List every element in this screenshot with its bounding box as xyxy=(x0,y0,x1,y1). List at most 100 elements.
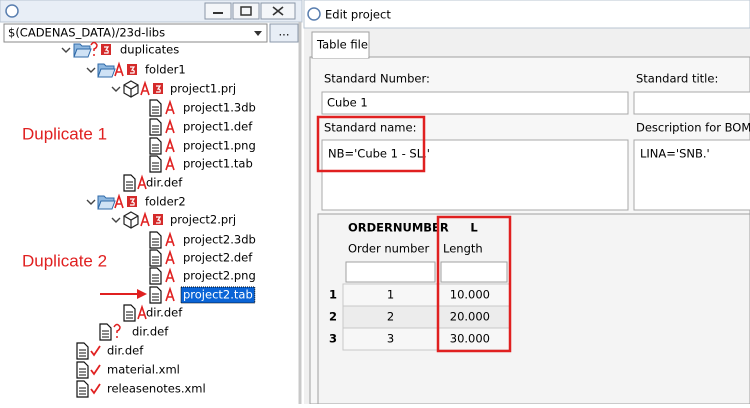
tree-item-label[interactable]: duplicates xyxy=(120,43,179,57)
highlight-box xyxy=(316,115,426,173)
file-lines xyxy=(79,368,86,376)
annotation: Duplicate 2 xyxy=(22,251,107,270)
folder-icon-front xyxy=(97,200,116,210)
tree-item-label[interactable]: project1.png xyxy=(183,139,256,153)
field-label: Standard title: xyxy=(636,72,718,86)
window-buttons xyxy=(204,2,296,20)
path-text: $(CADENAS_DATA)/23d-libs xyxy=(8,26,165,40)
file-lines xyxy=(152,125,159,133)
text-area[interactable] xyxy=(321,139,629,211)
column-header: L xyxy=(470,221,478,235)
status-a-icon xyxy=(165,231,175,247)
file-icon xyxy=(123,174,136,192)
row-number: 3 xyxy=(329,332,337,346)
status-a-icon xyxy=(165,286,175,302)
file-icon xyxy=(76,361,89,379)
cell-value: 10.000 xyxy=(450,288,490,302)
tree-item-label[interactable]: material.xml xyxy=(107,363,180,377)
file-icon xyxy=(149,286,162,304)
tree-item-label[interactable]: project2.def xyxy=(183,251,253,265)
folder-icon-front xyxy=(73,48,92,58)
selection-highlight xyxy=(180,286,256,304)
tree-item-label[interactable]: project2.png xyxy=(183,269,256,283)
app-icon xyxy=(5,4,19,18)
expander xyxy=(86,67,96,73)
badge-glyph xyxy=(104,46,110,54)
tree-item-label[interactable]: folder1 xyxy=(145,63,186,77)
file-icon xyxy=(149,137,162,155)
right-title-bar xyxy=(303,0,750,29)
minimize-button[interactable] xyxy=(204,2,232,20)
filter-input[interactable] xyxy=(440,261,508,283)
tab[interactable] xyxy=(311,31,370,59)
status-a-icon xyxy=(165,155,175,171)
file-icon xyxy=(149,249,162,267)
tree-item-label[interactable]: project2.3db xyxy=(183,233,256,247)
right-title: Edit project xyxy=(325,8,391,22)
table: ORDERNUMBER Order number L Length 1 1 10.000 2 2… xyxy=(319,215,511,351)
tree-item-label[interactable]: project2.tab xyxy=(183,288,253,302)
column-description: Length xyxy=(443,242,483,256)
field-value: NB='Cube 1 - SL.' xyxy=(328,147,430,161)
tree: duplicates folder1 project1.prj project1.3d… xyxy=(61,41,256,398)
expander xyxy=(86,199,96,205)
cell-value: 1 xyxy=(387,288,394,302)
tree-item-label[interactable]: dir.def xyxy=(107,344,144,358)
cube-icon xyxy=(123,80,139,98)
tree-item-label[interactable]: dir.def xyxy=(132,325,169,339)
cell-value: 2 xyxy=(387,310,394,324)
status-unknown-icon xyxy=(113,323,121,338)
tree-item-label[interactable]: folder2 xyxy=(145,195,186,209)
file-lines xyxy=(79,387,86,395)
tree-item-label[interactable]: releasenotes.xml xyxy=(107,382,206,396)
header-bg xyxy=(319,215,510,260)
file-icon xyxy=(123,304,136,322)
maximize-glyph xyxy=(240,6,252,16)
file-icon xyxy=(149,231,162,249)
path-combo[interactable] xyxy=(3,23,268,43)
filter-input[interactable] xyxy=(345,261,436,283)
file-lines xyxy=(126,181,133,189)
file-lines xyxy=(152,256,159,264)
cell-value: 30.000 xyxy=(450,332,490,346)
tree-item-label[interactable]: project1.prj xyxy=(170,82,236,96)
browse-button[interactable] xyxy=(269,23,299,43)
badge-glyph xyxy=(156,85,162,93)
browse-text: ... xyxy=(279,25,290,39)
file-lines xyxy=(152,106,159,114)
field-label: Description for BOM: xyxy=(636,121,750,135)
status-unknown-icon xyxy=(90,41,98,56)
file-icon xyxy=(149,267,162,285)
text-input[interactable] xyxy=(321,91,629,115)
file-lines xyxy=(79,349,86,357)
text-area[interactable] xyxy=(633,139,750,211)
file-icon xyxy=(149,118,162,136)
column-header: ORDERNUMBER xyxy=(348,221,449,235)
field-label: Standard name: xyxy=(324,121,416,135)
status-a-icon xyxy=(165,99,175,115)
status-ok-icon xyxy=(90,383,101,395)
expander xyxy=(111,86,121,92)
status-a-icon xyxy=(140,80,150,96)
file-icon xyxy=(76,380,89,398)
file-lines xyxy=(152,274,159,282)
annotation: Duplicate 1 xyxy=(22,124,107,143)
combo-arrow xyxy=(254,31,262,36)
status-a-icon xyxy=(137,304,147,320)
tree-item-label[interactable]: project2.prj xyxy=(170,213,236,227)
tree-item-label[interactable]: dir.def xyxy=(146,176,183,190)
row-number: 1 xyxy=(329,288,337,302)
highlight-box xyxy=(436,215,512,353)
tree-item-label[interactable]: project1.3db xyxy=(183,101,256,115)
tree-item-label[interactable]: project1.def xyxy=(183,120,253,134)
app-icon xyxy=(307,7,321,21)
field-value: Cube 1 xyxy=(327,96,368,110)
maximize-button[interactable] xyxy=(232,2,260,20)
status-a-icon xyxy=(137,174,147,190)
tree-item-label[interactable]: project1.tab xyxy=(183,157,253,171)
file-icon xyxy=(149,155,162,173)
file-lines xyxy=(152,144,159,152)
tree-item-label[interactable]: dir.def xyxy=(146,306,183,320)
text-input[interactable] xyxy=(633,91,750,115)
